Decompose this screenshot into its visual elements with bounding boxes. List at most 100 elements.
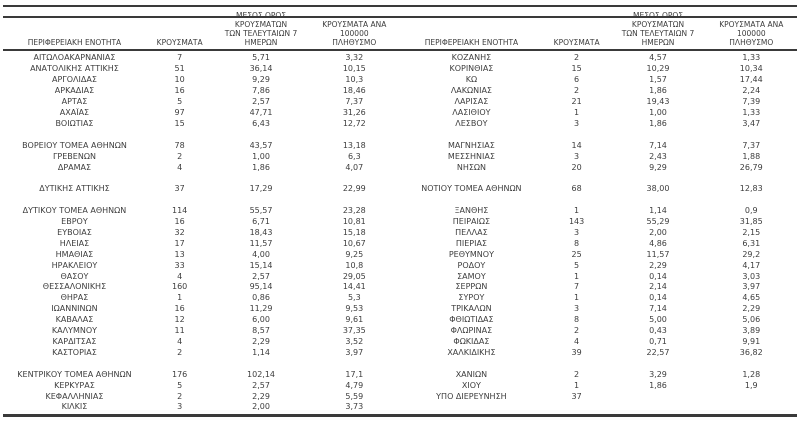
cell-per100k: 31,85 xyxy=(739,217,763,227)
cell-per100k: 10,8 xyxy=(345,260,364,270)
cell-avg7: 6,71 xyxy=(252,217,270,227)
table-row: ΕΥΒΟΙΑΣ 32 18,43 15,18 ΠΕΛΛΑΣ 3 2,00 2,15 xyxy=(3,228,797,239)
cell-avg7: 47,71 xyxy=(249,107,273,117)
cell-cases: 1 xyxy=(574,271,580,281)
cell-cases: 12 xyxy=(174,315,185,325)
cell-region: ΣΥΡΟΥ xyxy=(458,293,485,303)
table-header: ΠΕΡΙΦΕΡΕΙΑΚΗ ΕΝΟΤΗΤΑ ΚΡΟΥΣΜΑΤΑ ΜΕΣΟΣ ΟΡΟ… xyxy=(3,11,797,51)
cell-region: ΜΕΣΣΗΝΙΑΣ xyxy=(447,151,495,161)
table-row: ΚΑΡΔΙΤΣΑΣ 4 2,29 3,52 ΦΩΚΙΔΑΣ 4 0,71 9,91 xyxy=(3,337,797,348)
cell-avg7: 2,14 xyxy=(649,282,667,292)
cell-avg7: 4,00 xyxy=(252,249,270,259)
table-row: ΔΡΑΜΑΣ 4 1,86 4,07 ΝΗΣΩΝ 20 9,29 26,79 xyxy=(3,162,797,173)
cell-per100k: 3,52 xyxy=(345,337,364,347)
table-row: ΑΡΓΟΛΙΔΑΣ 10 9,29 10,3 ΚΩ 6 1,57 17,44 xyxy=(3,75,797,86)
cell-cases: 39 xyxy=(571,347,582,357)
cell-avg7: 0,14 xyxy=(649,293,667,303)
cell-cases: 4 xyxy=(177,271,183,281)
cell-cases: 6 xyxy=(574,75,580,85)
table-row: ΕΒΡΟΥ 16 6,71 10,81 ΠΕΙΡΑΙΩΣ 143 55,29 31,85 xyxy=(3,217,797,228)
cell-per100k: 22,99 xyxy=(342,184,366,194)
cell-cases: 1 xyxy=(574,380,580,390)
cell-per100k: 9,91 xyxy=(742,337,761,347)
cell-avg7: 2,57 xyxy=(252,271,270,281)
cell-avg7: 2,57 xyxy=(252,97,270,107)
cell-cases: 3 xyxy=(574,151,580,161)
table-row: ΔΥΤΙΚΗΣ ΑΤΤΙΚΗΣ 37 17,29 22,99 ΝΟΤΙΟΥ ΤΟΜΕΑ … xyxy=(3,184,797,195)
cell-avg7: 95,14 xyxy=(249,282,273,292)
cell-region: ΕΥΒΟΙΑΣ xyxy=(57,227,92,237)
cell-per100k: 1,28 xyxy=(742,369,761,379)
cell-region: ΚΟΖΑΝΗΣ xyxy=(451,53,492,63)
cell-avg7: 1,57 xyxy=(649,75,667,85)
cell-cases: 16 xyxy=(174,86,185,96)
cell-avg7: 2,29 xyxy=(649,260,667,270)
cell-avg7: 18,43 xyxy=(249,227,273,237)
cell-region: ΗΡΑΚΛΕΙΟΥ xyxy=(51,260,98,270)
cell-avg7: 1,86 xyxy=(649,118,667,128)
cell-per100k: 6,3 xyxy=(347,151,361,161)
cell-per100k: 26,79 xyxy=(739,162,763,172)
cell-avg7: 2,29 xyxy=(252,391,270,401)
cell-per100k: 12,83 xyxy=(739,184,763,194)
table-row: ΚΕΡΚΥΡΑΣ 5 2,57 4,79 ΧΙΟΥ 1 1,86 1,9 xyxy=(3,380,797,391)
cell-cases: 4 xyxy=(177,162,183,172)
cell-cases: 14 xyxy=(571,140,582,150)
table-row: ΑΡΚΑΔΙΑΣ 16 7,86 18,46 ΛΑΚΩΝΙΑΣ 2 1,86 2,24 xyxy=(3,86,797,97)
cell-per100k: 6,31 xyxy=(742,238,761,248)
header-avg7: ΜΕΣΟΣ ΟΡΟΣ ΚΡΟΥΣΜΑΤΩΝ ΤΩΝ ΤΕΛΕΥΤΑΙΩΝ 7 Η… xyxy=(224,11,298,47)
cell-per100k: 4,79 xyxy=(345,380,364,390)
bottom-rule xyxy=(3,414,797,417)
cell-avg7: 5,00 xyxy=(649,315,667,325)
top-rule-outer xyxy=(3,5,797,7)
cell-cases: 114 xyxy=(172,206,188,216)
cell-avg7: 36,14 xyxy=(249,64,273,74)
cell-per100k: 9,61 xyxy=(345,315,364,325)
cell-cases: 78 xyxy=(174,140,185,150)
header-cases: ΚΡΟΥΣΜΑΤΑ xyxy=(156,38,203,47)
cell-region: ΗΜΑΘΙΑΣ xyxy=(55,249,94,259)
cell-avg7: 0,71 xyxy=(649,337,667,347)
cell-per100k: 7,37 xyxy=(345,97,364,107)
cell-avg7: 17,29 xyxy=(249,184,273,194)
cell-cases: 8 xyxy=(574,238,580,248)
cell-per100k: 17,1 xyxy=(345,369,364,379)
cell-per100k: 2,24 xyxy=(742,86,761,96)
cell-cases: 2 xyxy=(177,151,183,161)
table-row xyxy=(3,195,797,206)
cell-avg7: 10,29 xyxy=(646,64,670,74)
cell-region: ΝΗΣΩΝ xyxy=(456,162,486,172)
cell-avg7: 7,14 xyxy=(649,304,667,314)
cell-region: ΦΘΙΩΤΙΔΑΣ xyxy=(449,315,494,325)
header-region: ΠΕΡΙΦΕΡΕΙΑΚΗ ΕΝΟΤΗΤΑ xyxy=(27,38,122,47)
table-row: ΚΑΛΥΜΝΟΥ 11 8,57 37,35 ΦΛΩΡΙΝΑΣ 2 0,43 3,89 xyxy=(3,326,797,337)
cell-region: ΜΑΓΝΗΣΙΑΣ xyxy=(448,140,495,150)
cell-avg7: 1,86 xyxy=(649,86,667,96)
cell-per100k: 1,9 xyxy=(744,380,758,390)
cell-per100k: 13,18 xyxy=(342,140,366,150)
cell-region: ΦΩΚΙΔΑΣ xyxy=(453,337,490,347)
cell-region: ΘΕΣΣΑΛΟΝΙΚΗΣ xyxy=(42,282,107,292)
header-per100k: ΚΡΟΥΣΜΑΤΑ ΑΝΑ 100000 ΠΛΗΘΥΣΜΟ xyxy=(719,20,784,47)
cell-per100k: 15,18 xyxy=(342,227,366,237)
cell-cases: 97 xyxy=(174,107,185,117)
cell-cases: 21 xyxy=(571,97,582,107)
cell-avg7: 55,57 xyxy=(249,206,273,216)
cell-per100k: 9,25 xyxy=(345,249,364,259)
cell-region: ΚΑΣΤΟΡΙΑΣ xyxy=(52,347,97,357)
table-row: ΓΡΕΒΕΝΩΝ 2 1,00 6,3 ΜΕΣΣΗΝΙΑΣ 3 2,43 1,88 xyxy=(3,151,797,162)
cell-avg7: 6,00 xyxy=(252,315,270,325)
header-per100k: ΚΡΟΥΣΜΑΤΑ ΑΝΑ 100000 ΠΛΗΘΥΣΜΟ xyxy=(322,20,387,47)
cell-per100k: 9,53 xyxy=(345,304,364,314)
cell-region: ΤΡΙΚΑΛΩΝ xyxy=(451,304,492,314)
table-row: ΗΜΑΘΙΑΣ 13 4,00 9,25 ΡΕΘΥΜΝΟΥ 25 11,57 29,2 xyxy=(3,249,797,260)
cell-region: ΗΛΕΙΑΣ xyxy=(59,238,90,248)
cell-region: ΓΡΕΒΕΝΩΝ xyxy=(52,151,96,161)
table-row: ΚΑΒΑΛΑΣ 12 6,00 9,61 ΦΘΙΩΤΙΔΑΣ 8 5,00 5,06 xyxy=(3,315,797,326)
cell-avg7: 0,43 xyxy=(649,326,667,336)
cell-region: ΚΕΡΚΥΡΑΣ xyxy=(54,380,95,390)
cell-region: ΑΧΑΪΑΣ xyxy=(59,107,90,117)
cell-per100k: 4,17 xyxy=(742,260,761,270)
cell-avg7: 7,86 xyxy=(252,86,270,96)
